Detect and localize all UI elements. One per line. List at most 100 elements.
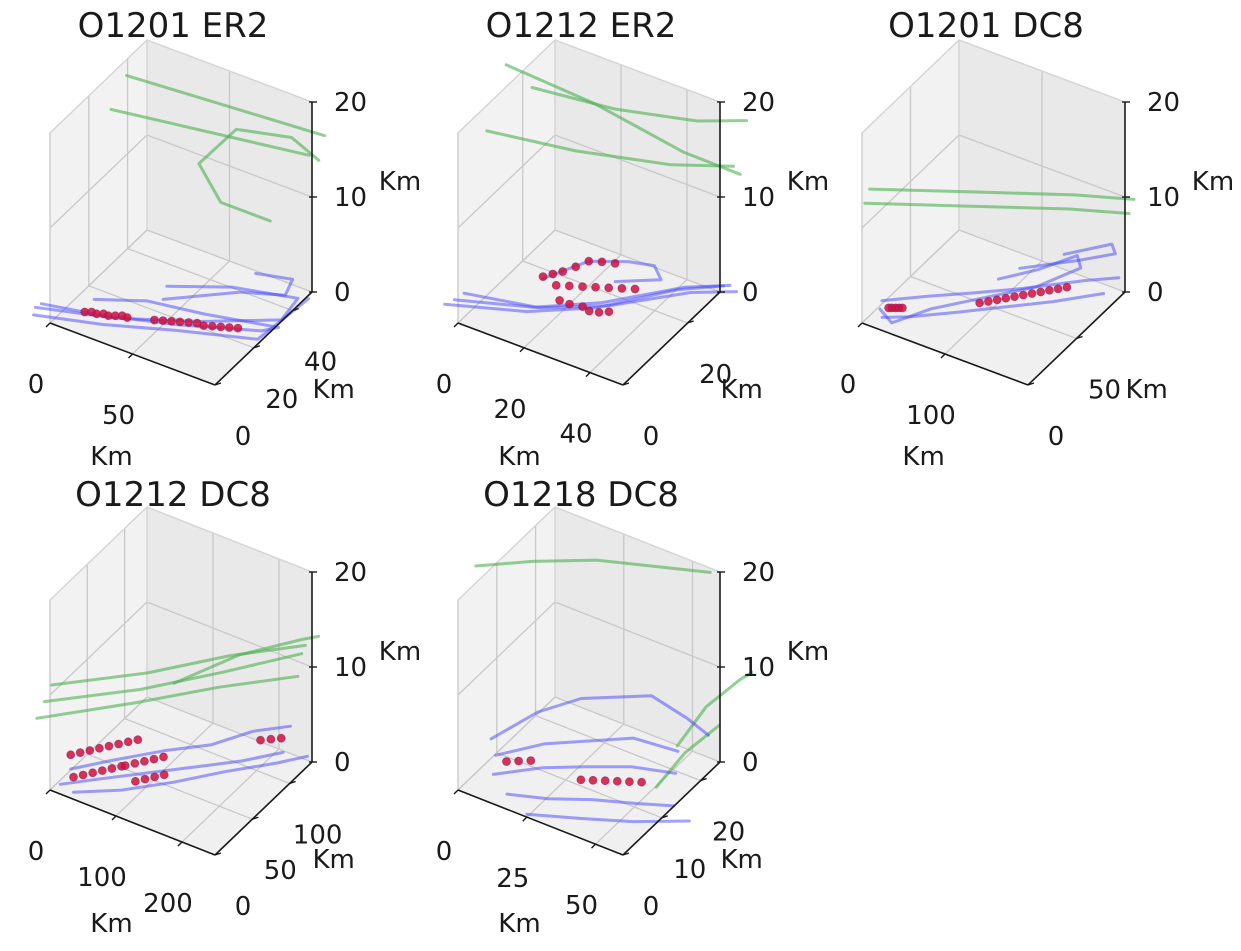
subplot-data xyxy=(443,63,748,317)
sample-point-4 xyxy=(898,303,907,313)
sample-point-11 xyxy=(1027,289,1037,298)
x-tick-mark xyxy=(940,353,946,359)
sample-point-16 xyxy=(139,756,149,766)
x-tick-label: 100 xyxy=(77,863,127,893)
y-tick-label: 40 xyxy=(304,348,337,378)
y-tick-label: 0 xyxy=(643,892,660,922)
sample-point-12 xyxy=(617,283,627,293)
sample-point-6 xyxy=(984,296,993,306)
track-line-1-3 xyxy=(1018,242,1117,270)
z-tick-label: 20 xyxy=(334,88,367,118)
x-tick-mark xyxy=(128,353,133,359)
y-tick-mark xyxy=(661,815,669,819)
y-tick-label: 20 xyxy=(265,385,298,415)
sample-point-6 xyxy=(612,776,622,786)
x-axis-label: Km xyxy=(90,909,132,939)
y-tick-label: 50 xyxy=(264,856,297,886)
sample-point-5 xyxy=(114,739,123,749)
y-tick-label: 20 xyxy=(699,360,732,390)
sample-point-12 xyxy=(184,318,194,327)
z-axis-label: Km xyxy=(379,637,421,667)
y-tick-label: 0 xyxy=(643,422,660,452)
sample-point-17 xyxy=(149,754,159,764)
y-axis xyxy=(622,291,721,386)
sample-point-15 xyxy=(1062,282,1072,292)
track-line-0-1 xyxy=(50,643,307,687)
track-line-0-0 xyxy=(474,558,712,574)
x-axis-label: Km xyxy=(498,442,540,472)
sample-point-10 xyxy=(591,282,600,292)
sample-point-12 xyxy=(107,764,117,773)
sample-point-6 xyxy=(123,737,133,747)
sample-point-9 xyxy=(158,316,168,326)
sample-point-7 xyxy=(992,295,1002,305)
sample-point-10 xyxy=(88,768,98,778)
x-tick-mark xyxy=(453,322,459,328)
y-tick-label: 20 xyxy=(712,818,745,848)
x-axis-label: Km xyxy=(902,442,944,472)
x-tick-label: 0 xyxy=(436,370,453,400)
sample-point-25 xyxy=(276,733,286,743)
y-tick-mark xyxy=(214,852,222,856)
y-tick-label: 0 xyxy=(235,422,252,452)
sample-point-9 xyxy=(1010,292,1019,302)
sample-point-15 xyxy=(565,299,574,309)
y-tick-mark xyxy=(1027,382,1035,386)
sample-point-13 xyxy=(630,284,640,294)
y-tick-label: 50 xyxy=(1088,376,1121,406)
z-tick-label: 10 xyxy=(1147,183,1180,213)
sample-point-10 xyxy=(1018,290,1028,300)
x-tick-label: 40 xyxy=(559,420,592,450)
y-tick-mark xyxy=(700,777,707,782)
sample-point-11 xyxy=(604,283,614,293)
subplot-2: 0 100 0 50 0 10 20 Km Km Km O1201 DC8 xyxy=(840,6,1234,472)
z-axis-label: Km xyxy=(787,637,829,667)
sample-point-5 xyxy=(975,298,984,308)
sample-point-4 xyxy=(104,741,114,751)
x-axis-label: Km xyxy=(90,442,132,472)
sample-point-5 xyxy=(600,776,610,786)
track-line-1-1 xyxy=(69,724,292,771)
y-tick-mark xyxy=(253,345,261,349)
y-tick-mark xyxy=(622,852,630,856)
subplot-title: O1201 ER2 xyxy=(78,6,269,46)
track-line-0-0 xyxy=(125,74,327,138)
sample-point-9 xyxy=(578,282,587,292)
track-line-0-1 xyxy=(675,670,753,748)
track-line-1-1 xyxy=(494,736,680,757)
sample-point-7 xyxy=(133,735,143,745)
sample-point-4 xyxy=(584,256,594,266)
y-axis xyxy=(622,761,721,856)
sample-point-7 xyxy=(122,313,132,322)
track-line-0-0 xyxy=(863,201,1131,215)
x-tick-mark xyxy=(45,322,51,328)
x-tick-label: 25 xyxy=(496,864,529,894)
z-tick-label: 20 xyxy=(742,558,775,588)
z-tick-label: 20 xyxy=(742,88,775,118)
track-line-0-2 xyxy=(197,127,321,223)
sample-point-3 xyxy=(571,262,581,272)
subplot-data xyxy=(863,187,1136,325)
z-tick-label: 0 xyxy=(334,748,351,778)
sample-point-1 xyxy=(514,756,523,766)
track-line-0-2 xyxy=(485,129,736,168)
z-tick-label: 0 xyxy=(742,748,759,778)
subplot-title: O1201 DC8 xyxy=(888,6,1084,46)
sample-point-24 xyxy=(266,734,276,744)
track-line-0-1 xyxy=(868,187,1136,201)
sample-point-7 xyxy=(551,280,561,290)
y-tick-mark xyxy=(622,382,630,386)
x-tick-label: 0 xyxy=(436,837,453,867)
sample-point-13 xyxy=(1045,285,1054,295)
z-tick-label: 10 xyxy=(334,183,367,213)
subplot-title: O1218 DC8 xyxy=(483,475,679,515)
track-line-1-0 xyxy=(489,694,710,741)
x-tick-label: 0 xyxy=(840,370,857,400)
sample-point-7 xyxy=(625,777,634,787)
z-axis-label: Km xyxy=(1192,167,1234,197)
y-axis xyxy=(214,291,313,386)
sample-point-18 xyxy=(594,307,604,317)
sample-point-23 xyxy=(256,735,265,745)
